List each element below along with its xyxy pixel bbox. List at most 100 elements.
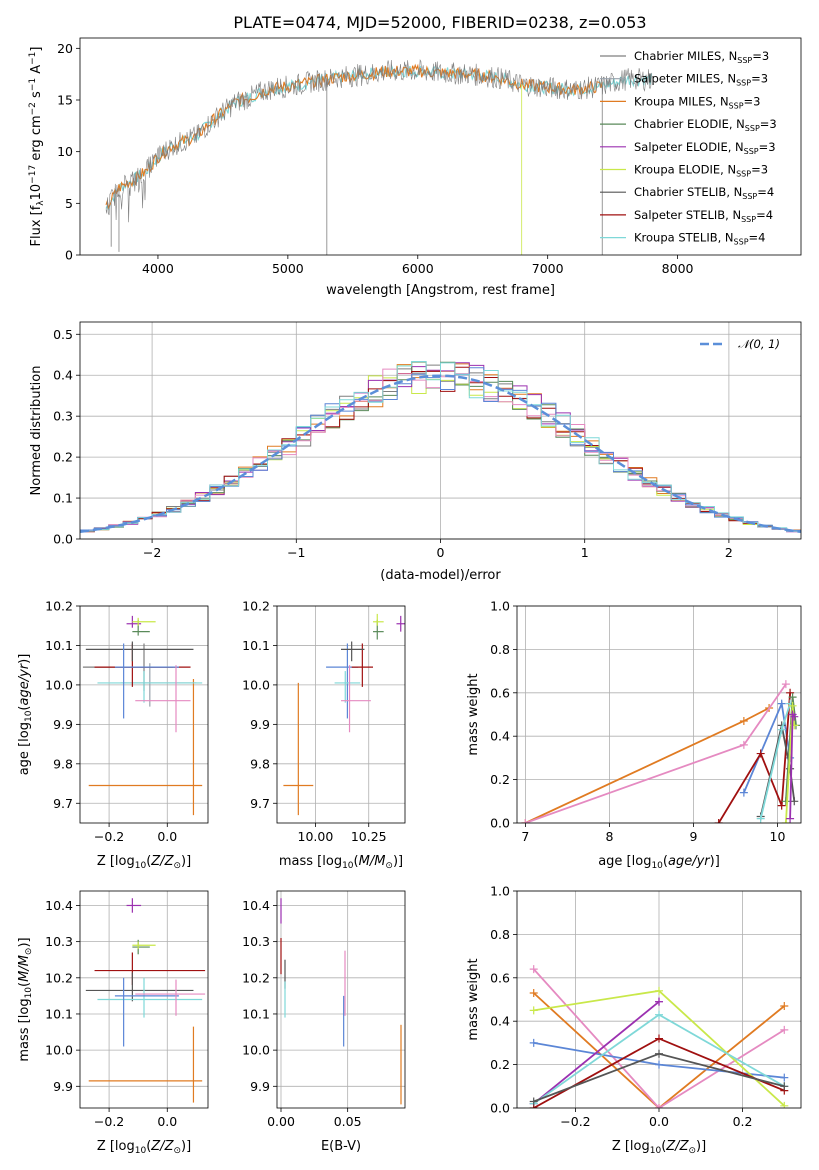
weight-line — [533, 968, 785, 1108]
x-axis-label: Z [log10(Z/Z⊙)] — [97, 854, 191, 871]
spectrum-line — [105, 63, 603, 210]
y-tick-label: 10.2 — [242, 599, 270, 614]
weight-marker — [788, 693, 797, 702]
axes-frame — [79, 605, 209, 824]
weight-marker — [529, 988, 538, 997]
weight-line — [533, 992, 785, 1108]
weight-series — [529, 965, 789, 1108]
y-tick-label: 0.2 — [490, 1057, 510, 1072]
errorbar-point — [135, 979, 206, 1016]
errorbar-point — [97, 977, 203, 1018]
y-tick-label: 0.6 — [490, 970, 510, 985]
weight-marker — [780, 1073, 789, 1082]
x-tick-label: 6000 — [402, 261, 434, 276]
weight-marker — [790, 712, 799, 721]
weight-marker — [655, 1049, 663, 1058]
y-tick-label: 9.7 — [53, 796, 73, 811]
y-tick-label: 10.4 — [242, 898, 270, 913]
axes-frame — [516, 890, 802, 1109]
y-tick-label: 10.0 — [242, 1043, 270, 1058]
y-tick-label: 9.8 — [53, 756, 73, 771]
y-tick-label: 0.3 — [53, 409, 73, 424]
x-tick-label: 4000 — [142, 261, 174, 276]
weight-marker — [790, 797, 799, 806]
weight-marker — [655, 1010, 663, 1019]
x-axis-label: (data-model)/error — [380, 568, 501, 583]
weight-marker — [780, 1002, 789, 1011]
weight-marker — [655, 1060, 663, 1069]
errorbar-point — [88, 678, 203, 816]
x-tick-label: 0.0 — [157, 829, 177, 844]
y-tick-label: 0.2 — [490, 772, 510, 787]
histogram-series — [80, 361, 801, 532]
plot-area — [105, 59, 653, 255]
legend-entry: Salpeter STELIB, NSSP=4 — [634, 208, 773, 224]
x-axis-label: wavelength [Angstrom, rest frame] — [326, 283, 555, 298]
errorbar-point — [94, 952, 206, 986]
y-tick-label: 9.9 — [250, 1079, 270, 1094]
y-tick-label: 1.0 — [490, 884, 510, 899]
x-tick-label: 9 — [689, 829, 697, 844]
x-tick-label: 10.00 — [298, 829, 334, 844]
weight-marker — [529, 1038, 538, 1047]
plot-area — [283, 613, 405, 816]
x-tick-label: 0.05 — [334, 1114, 362, 1129]
x-tick-label: 8 — [605, 829, 613, 844]
y-axis-label: Flux [fλ10−17 erg cm−2 s−1 A−1] — [28, 47, 46, 247]
legend-entry: Salpeter MILES, NSSP=3 — [634, 72, 768, 88]
panel-residuals: −2 −1 0 1 2 0.0 0.1 0.2 0.3 0.4 0.5 (data-model)/er… — [29, 321, 802, 583]
y-tick-label: 0.8 — [490, 927, 510, 942]
weight-marker — [655, 986, 663, 995]
x-tick-label: 2 — [725, 545, 733, 560]
weight-series — [521, 703, 774, 823]
y-tick-label: 10.0 — [45, 677, 73, 692]
weight-marker — [777, 801, 786, 810]
y-tick-label: 10.2 — [45, 970, 73, 985]
y-tick-label: 0.0 — [53, 532, 73, 547]
y-tick-label: 9.9 — [53, 717, 73, 732]
y-axis-label: mass [log10(M/M⊙)] — [17, 937, 34, 1061]
x-tick-label: −0.2 — [94, 1114, 124, 1129]
legend-entry: 𝒩(0, 1) — [738, 337, 780, 351]
legend-entry: Chabrier ELODIE, NSSP=3 — [634, 117, 777, 133]
x-tick-label: −2 — [143, 545, 161, 560]
panel-spectrum: 4000 5000 6000 7000 8000 0 5 10 15 20 wavelength [… — [28, 37, 802, 298]
legend-entry: Salpeter ELODIE, NSSP=3 — [634, 140, 776, 156]
errorbar-point — [88, 1026, 203, 1103]
y-tick-label: 10.2 — [242, 970, 270, 985]
errorbar-point — [341, 641, 365, 662]
x-tick-label: 5000 — [272, 261, 304, 276]
y-tick-label: 0.6 — [490, 685, 510, 700]
axes-frame — [276, 605, 406, 824]
y-tick-label: 10.1 — [45, 638, 73, 653]
y-tick-label: 10.1 — [242, 1006, 270, 1021]
weight-marker — [529, 1006, 538, 1015]
weight-marker — [739, 717, 748, 726]
plot-area — [82, 615, 203, 816]
weight-marker — [780, 1101, 789, 1108]
y-tick-label: 0.1 — [53, 491, 73, 506]
x-tick-label: 7000 — [532, 261, 564, 276]
errorbar-point — [97, 671, 203, 703]
errorbar-point — [114, 977, 179, 1047]
panel-age-vs-Z: −0.2 0.0 9.7 9.8 9.9 10.0 10.1 10.2 Z [log10(Z/Z… — [17, 599, 209, 871]
weight-marker — [739, 788, 748, 797]
plot-area — [80, 361, 801, 534]
legend-entry: Kroupa ELODIE, NSSP=3 — [634, 163, 768, 179]
x-axis-label: Z [log10(Z/Z⊙)] — [612, 1139, 706, 1156]
y-tick-label: 1.0 — [490, 599, 510, 614]
weight-marker — [756, 749, 765, 758]
weight-marker — [788, 701, 797, 710]
weight-marker — [780, 1082, 789, 1091]
y-tick-label: 0.4 — [490, 1014, 510, 1029]
legend-entry: Kroupa MILES, NSSP=3 — [634, 94, 760, 110]
x-tick-label: 0.0 — [649, 1114, 669, 1129]
y-tick-label: 9.7 — [250, 796, 270, 811]
legend-entry: Chabrier STELIB, NSSP=4 — [634, 185, 774, 201]
errorbar-point — [132, 617, 156, 626]
plot-area — [521, 680, 800, 823]
y-tick-label: 10.0 — [242, 677, 270, 692]
axes-frame — [79, 890, 209, 1109]
y-tick-label: 10.3 — [242, 934, 270, 949]
legend-entry: Kroupa STELIB, NSSP=4 — [634, 231, 765, 247]
